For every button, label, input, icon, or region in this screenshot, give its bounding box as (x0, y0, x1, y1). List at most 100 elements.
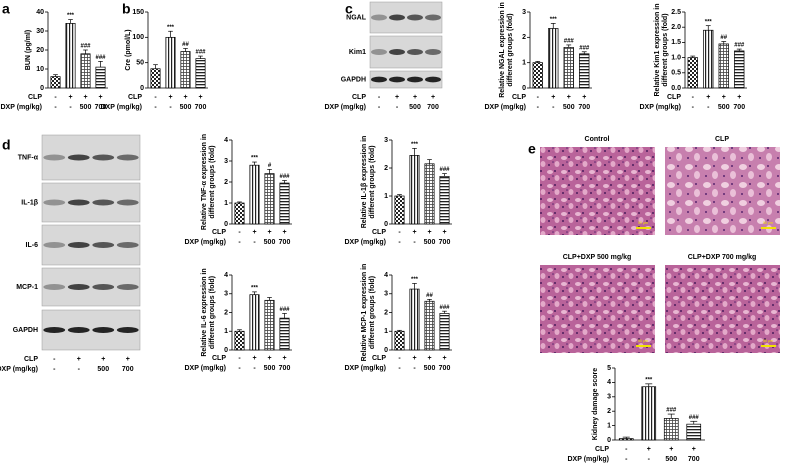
scale-bar (636, 227, 651, 229)
blot-band (389, 76, 405, 83)
row-value: + (669, 446, 673, 453)
image-label: CLP+DXP 700 mg/kg (688, 254, 757, 261)
y-tick-label: 0.0 (671, 85, 681, 92)
y-tick-label: 0 (224, 347, 228, 354)
bar (234, 202, 245, 225)
row-value: + (412, 229, 416, 236)
bar (703, 29, 714, 89)
bar (249, 164, 260, 225)
row-value: 500 (424, 365, 436, 372)
row-label: CLP (128, 94, 142, 101)
scale-bar-label: 50 μm (638, 339, 648, 343)
bar (180, 51, 191, 89)
row-value: + (282, 229, 286, 236)
row-value: 500 (180, 104, 192, 111)
y-tick-label: 10 (36, 66, 44, 73)
y-tick-label: 1.0 (671, 54, 681, 61)
y-tick-label: 0 (384, 221, 388, 228)
y-axis-label: different groups (fold) (209, 145, 216, 218)
row-value: + (101, 356, 105, 363)
row-value: + (413, 94, 417, 101)
row-value: + (706, 94, 710, 101)
blot-label: IL-6 (26, 242, 39, 249)
bar (563, 47, 574, 89)
row-label: CLP (352, 94, 366, 101)
blot-band (407, 49, 423, 55)
row-value: - (398, 355, 401, 362)
y-axis-label: different groups (fold) (662, 13, 669, 86)
row-value: 500 (264, 365, 276, 372)
row-value: + (267, 355, 271, 362)
blot-band (43, 199, 66, 206)
row-value: + (442, 229, 446, 236)
row-label: DXP (mg/kg) (485, 104, 527, 111)
bar (618, 438, 634, 441)
row-value: - (378, 104, 381, 111)
y-axis-label: Relative TNF-α expression in (201, 134, 208, 230)
blot-band (116, 327, 139, 333)
significance: *** (251, 156, 259, 162)
y-tick-label: 3 (384, 137, 388, 144)
y-tick-label: 1.5 (671, 39, 681, 46)
row-value: - (692, 94, 695, 101)
row-value: - (552, 104, 555, 111)
row-value: + (68, 94, 72, 101)
row-value: + (126, 356, 130, 363)
blot-band (43, 154, 66, 161)
row-label: CLP (212, 355, 226, 362)
significance: ### (564, 39, 575, 45)
significance: ### (439, 167, 450, 173)
bar (734, 50, 745, 89)
row-label: DXP (mg/kg) (0, 366, 38, 373)
row-value: 700 (439, 239, 451, 246)
bar (264, 173, 275, 225)
row-label: DXP (mg/kg) (1, 104, 43, 111)
row-value: 700 (439, 365, 451, 372)
blot-band (425, 76, 441, 83)
blot-band (67, 242, 90, 248)
row-value: - (625, 446, 628, 453)
blot-label: GAPDH (13, 327, 38, 334)
y-tick-label: 1 (224, 328, 228, 335)
y-tick-label: 1 (607, 422, 611, 429)
row-label: CLP (372, 229, 386, 236)
blot-band (43, 327, 66, 333)
blot-band (389, 49, 405, 55)
y-tick-label: 2.0 (671, 24, 681, 31)
bar (80, 53, 91, 89)
bar (409, 155, 420, 225)
bar (439, 313, 450, 351)
histology-image (540, 147, 655, 235)
blot-band (92, 154, 115, 161)
row-value: + (282, 355, 286, 362)
histology-image (540, 265, 655, 353)
significance: *** (251, 285, 259, 291)
row-value: - (625, 456, 628, 463)
bar (165, 36, 176, 89)
bar (718, 43, 729, 89)
blot-band (67, 154, 90, 161)
blot-band (371, 14, 387, 21)
image-label: Control (585, 136, 610, 143)
row-value: - (238, 229, 241, 236)
row-value: 700 (279, 239, 291, 246)
row-label: DXP (mg/kg) (568, 456, 610, 463)
bar (548, 28, 559, 89)
image-label: CLP+DXP 500 mg/kg (563, 254, 632, 261)
row-value: - (398, 239, 401, 246)
row-value: - (398, 365, 401, 372)
row-value: 500 (563, 104, 575, 111)
y-axis-label: Relative NGAL expression in (499, 2, 506, 98)
row-label: CLP (595, 446, 609, 453)
row-value: + (582, 94, 586, 101)
row-value: + (183, 94, 187, 101)
y-axis-label: Kidney damage score (592, 368, 599, 440)
row-value: - (154, 104, 157, 111)
blot-label: NGAL (346, 14, 367, 21)
blot-band (43, 242, 66, 248)
row-label: DXP (mg/kg) (101, 104, 143, 111)
bar (264, 299, 275, 351)
bar (195, 58, 206, 89)
row-value: - (537, 94, 540, 101)
row-label: DXP (mg/kg) (185, 365, 227, 372)
